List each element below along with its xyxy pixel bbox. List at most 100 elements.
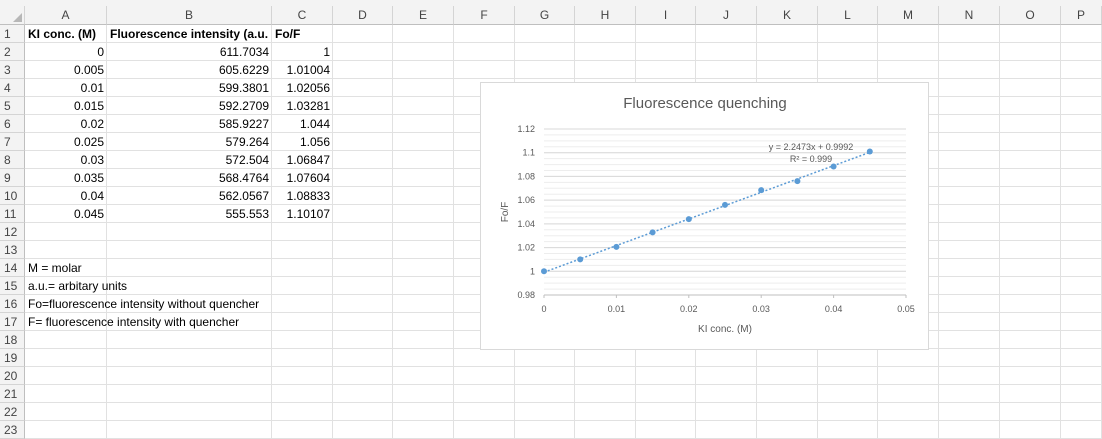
cell[interactable] (939, 385, 1000, 403)
cell[interactable] (454, 43, 515, 61)
table-data-cell[interactable]: 579.264 (225, 135, 269, 149)
cell[interactable] (1000, 97, 1061, 115)
cell[interactable] (939, 169, 1000, 187)
cell[interactable] (515, 43, 575, 61)
cell[interactable] (107, 259, 272, 277)
cell[interactable] (939, 295, 1000, 313)
cell[interactable] (696, 349, 757, 367)
cell[interactable] (575, 367, 636, 385)
cell[interactable] (1061, 187, 1102, 205)
cell[interactable] (818, 43, 878, 61)
table-data-cell[interactable]: 555.553 (225, 207, 269, 221)
cell[interactable] (333, 403, 393, 421)
cell[interactable] (272, 151, 333, 169)
cell[interactable] (107, 331, 272, 349)
table-data-cell[interactable]: 572.504 (225, 153, 269, 167)
note-text[interactable]: M = molar (28, 261, 82, 275)
cell[interactable] (1061, 79, 1102, 97)
cell[interactable] (1061, 331, 1102, 349)
column-header-c[interactable]: C (272, 6, 333, 25)
row-header-23[interactable]: 23 (0, 421, 25, 439)
table-data-cell[interactable]: 1.07604 (286, 171, 330, 185)
row-header-8[interactable]: 8 (0, 151, 25, 169)
row-header-11[interactable]: 11 (0, 205, 25, 223)
cell[interactable] (25, 421, 107, 439)
cell[interactable] (1061, 61, 1102, 79)
table-data-cell[interactable]: 1 (323, 45, 330, 59)
row-header-6[interactable]: 6 (0, 115, 25, 133)
cell[interactable] (1000, 277, 1061, 295)
cell[interactable] (272, 295, 333, 313)
cell[interactable] (575, 25, 636, 43)
cell[interactable] (333, 295, 393, 313)
cell[interactable] (272, 43, 333, 61)
cell[interactable] (939, 61, 1000, 79)
cell[interactable] (393, 115, 454, 133)
cell[interactable] (272, 169, 333, 187)
column-header-e[interactable]: E (393, 6, 454, 25)
row-header-18[interactable]: 18 (0, 331, 25, 349)
cell[interactable] (25, 223, 107, 241)
row-header-15[interactable]: 15 (0, 277, 25, 295)
cell[interactable] (1000, 205, 1061, 223)
table-data-cell[interactable]: 1.10107 (286, 207, 330, 221)
cell[interactable] (939, 133, 1000, 151)
cell[interactable] (107, 151, 272, 169)
cell[interactable] (333, 421, 393, 439)
table-data-cell[interactable]: 592.2709 (218, 99, 269, 113)
cell[interactable] (575, 349, 636, 367)
row-header-17[interactable]: 17 (0, 313, 25, 331)
cell[interactable] (272, 241, 333, 259)
cell[interactable] (393, 97, 454, 115)
cell[interactable] (393, 79, 454, 97)
column-header-b[interactable]: B (107, 6, 272, 25)
table-data-cell[interactable]: 0.035 (73, 171, 104, 185)
row-header-7[interactable]: 7 (0, 133, 25, 151)
cell[interactable] (25, 277, 107, 295)
cell[interactable] (757, 421, 818, 439)
cell[interactable] (393, 367, 454, 385)
cell[interactable] (272, 367, 333, 385)
cell[interactable] (636, 385, 696, 403)
cell[interactable] (272, 115, 333, 133)
cell[interactable] (1000, 187, 1061, 205)
cell[interactable] (393, 223, 454, 241)
row-header-20[interactable]: 20 (0, 367, 25, 385)
cell[interactable] (1061, 205, 1102, 223)
column-header-j[interactable]: J (696, 6, 757, 25)
cell[interactable] (1000, 79, 1061, 97)
cell[interactable] (1000, 349, 1061, 367)
cell[interactable] (454, 421, 515, 439)
cell[interactable] (107, 97, 272, 115)
cell[interactable] (1000, 241, 1061, 259)
row-header-1[interactable]: 1 (0, 25, 25, 43)
table-data-cell[interactable]: 1.056 (299, 135, 330, 149)
cell[interactable] (272, 259, 333, 277)
cell[interactable] (575, 421, 636, 439)
cell[interactable] (939, 79, 1000, 97)
cell[interactable] (636, 367, 696, 385)
cell[interactable] (818, 25, 878, 43)
cell[interactable] (272, 277, 333, 295)
cell[interactable] (25, 295, 107, 313)
table-data-cell[interactable]: 0.015 (73, 99, 104, 113)
cell[interactable] (333, 61, 393, 79)
cell[interactable] (333, 115, 393, 133)
cell[interactable] (393, 205, 454, 223)
cell[interactable] (393, 295, 454, 313)
cell[interactable] (636, 25, 696, 43)
cell[interactable] (515, 421, 575, 439)
cell[interactable] (107, 25, 272, 43)
cell[interactable] (1000, 421, 1061, 439)
cell[interactable] (939, 205, 1000, 223)
cell[interactable] (1000, 133, 1061, 151)
cell[interactable] (818, 385, 878, 403)
cell[interactable] (939, 223, 1000, 241)
cell[interactable] (757, 349, 818, 367)
cell[interactable] (757, 367, 818, 385)
cell[interactable] (575, 43, 636, 61)
cell[interactable] (1061, 349, 1102, 367)
table-data-cell[interactable]: 0.005 (73, 63, 104, 77)
cell[interactable] (107, 223, 272, 241)
cell[interactable] (1000, 403, 1061, 421)
